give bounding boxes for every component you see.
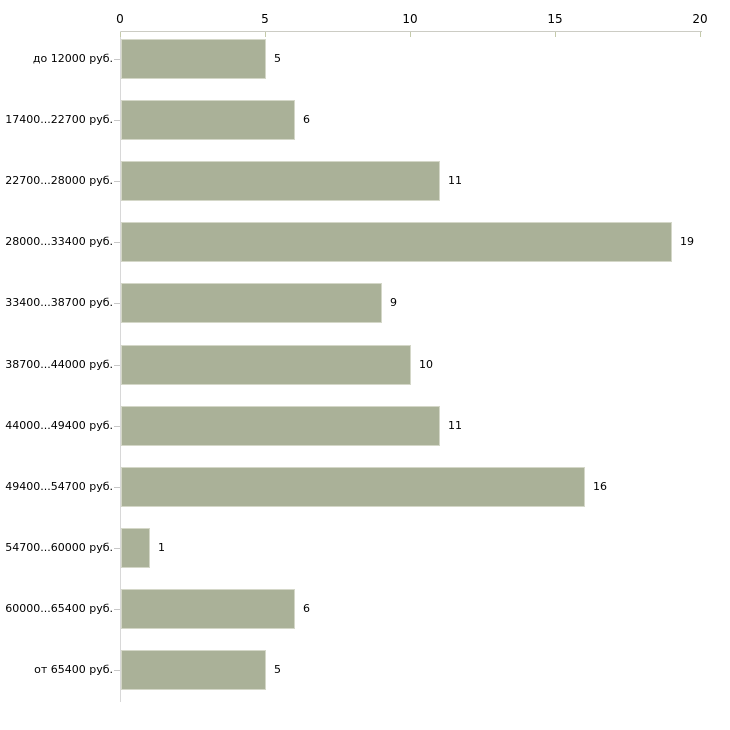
bar [121,467,585,507]
category-label: 22700...28000 руб. [5,174,113,187]
category-label: 60000...65400 руб. [5,602,113,615]
bar [121,100,295,140]
bar-value-label: 19 [680,235,694,248]
bar [121,589,295,629]
category-tick-mark [114,670,120,671]
x-axis-tick-label: 10 [402,12,418,26]
category-label: 33400...38700 руб. [5,296,113,309]
bar-value-label: 9 [390,296,397,309]
bar-value-label: 6 [303,113,310,126]
y-axis-line [120,31,121,702]
category-label: от 65400 руб. [34,663,113,676]
category-label: 38700...44000 руб. [5,358,113,371]
category-label: 17400...22700 руб. [5,113,113,126]
category-tick-mark [114,487,120,488]
category-tick-mark [114,59,120,60]
x-axis-tick-mark [555,32,556,37]
bar-value-label: 5 [274,52,281,65]
bar-value-label: 5 [274,663,281,676]
x-axis-tick-label: 20 [692,12,708,26]
x-axis-tick-label: 15 [547,12,563,26]
category-tick-mark [114,609,120,610]
category-label: 54700...60000 руб. [5,541,113,554]
category-tick-mark [114,242,120,243]
bar-value-label: 1 [158,541,165,554]
bar [121,222,672,262]
x-axis-tick-label: 0 [116,12,124,26]
category-tick-mark [114,303,120,304]
x-axis-tick-mark [120,32,121,37]
category-label: 44000...49400 руб. [5,419,113,432]
category-tick-mark [114,548,120,549]
bar [121,528,150,568]
category-tick-mark [114,426,120,427]
bar [121,161,440,201]
bar [121,406,440,446]
bar-value-label: 10 [419,358,433,371]
x-axis-line [120,31,702,32]
x-axis-tick-mark [265,32,266,37]
bar-value-label: 11 [448,419,462,432]
category-tick-mark [114,181,120,182]
x-axis-tick-mark [700,32,701,37]
category-tick-mark [114,365,120,366]
category-label: 28000...33400 руб. [5,235,113,248]
bar [121,345,411,385]
category-label: до 12000 руб. [32,52,113,65]
bar-value-label: 11 [448,174,462,187]
category-label: 49400...54700 руб. [5,480,113,493]
x-axis-tick-mark [410,32,411,37]
x-axis-tick-label: 5 [261,12,269,26]
bar-value-label: 6 [303,602,310,615]
bar-value-label: 16 [593,480,607,493]
bar [121,283,382,323]
category-tick-mark [114,120,120,121]
bar [121,650,266,690]
bar [121,39,266,79]
